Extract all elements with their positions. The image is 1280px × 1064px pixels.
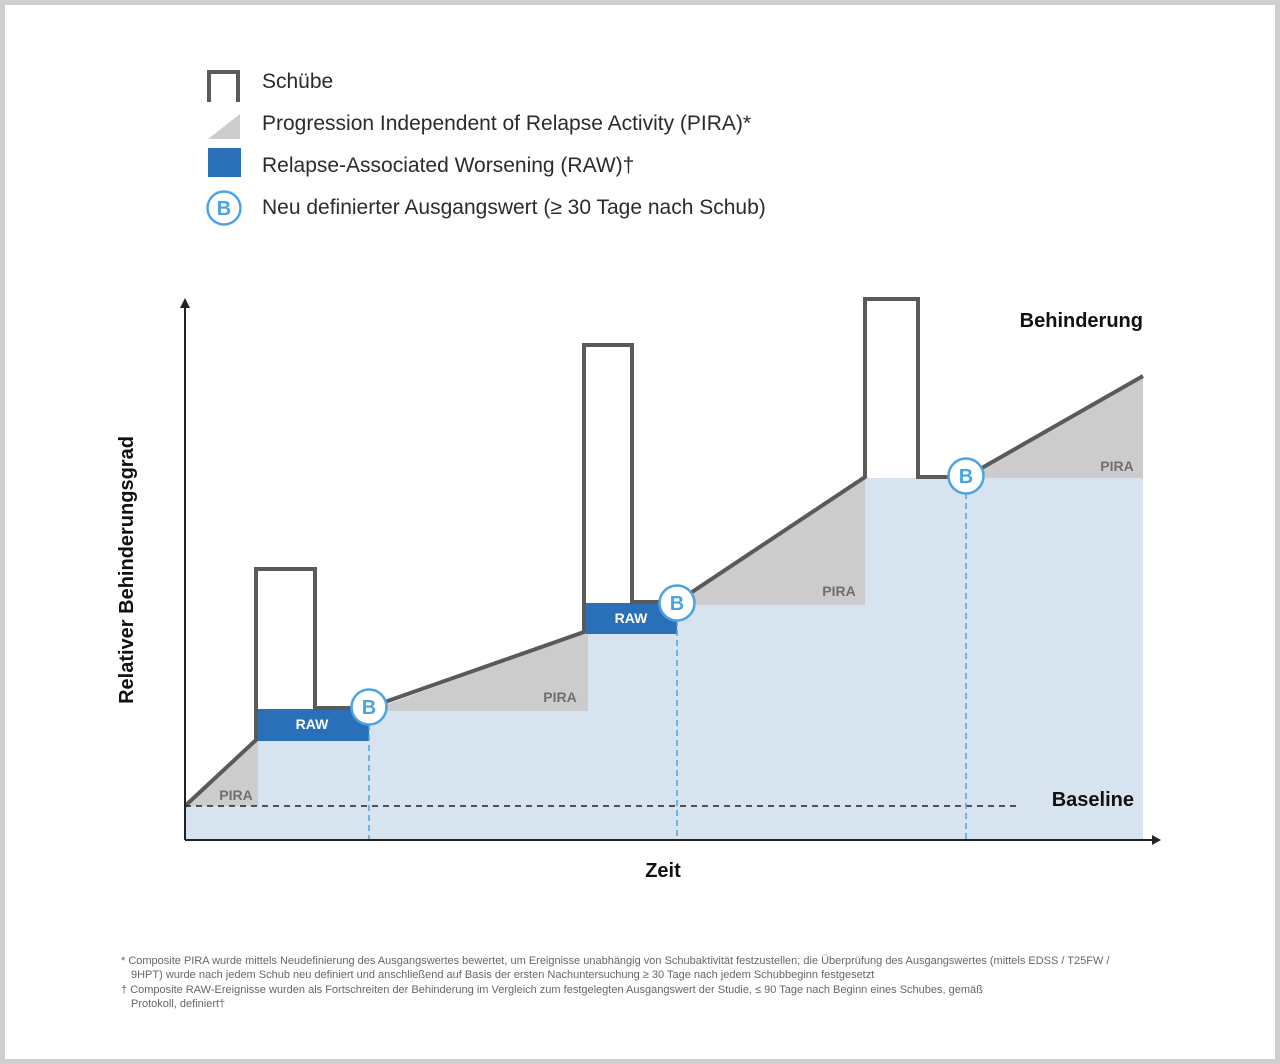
b-marker-1: B xyxy=(350,688,388,726)
x-axis-title: Zeit xyxy=(645,860,681,882)
disability-diagram: Schübe Progression Independent of Relaps… xyxy=(116,70,1161,1010)
footnote-1-line-2: 9HPT) wurde nach jedem Schub neu definie… xyxy=(131,969,874,981)
footnote-2-line-1: † Composite RAW-Ereignisse wurden als Fo… xyxy=(121,984,983,996)
legend-raw-label: Relapse-Associated Worsening (RAW)† xyxy=(262,154,634,177)
footnotes: * Composite PIRA wurde mittels Neudefini… xyxy=(121,955,1110,1010)
pira-label-2: PIRA xyxy=(543,689,576,705)
y-axis-title: Relativer Behinderungsgrad xyxy=(116,436,138,704)
footnote-1-line-1: * Composite PIRA wurde mittels Neudefini… xyxy=(121,955,1110,967)
legend-relapses-label: Schübe xyxy=(262,70,333,93)
relapse-legend-icon xyxy=(207,70,240,102)
legend: Schübe Progression Independent of Relaps… xyxy=(206,70,766,226)
pira-label-4: PIRA xyxy=(1100,458,1133,474)
b-marker-3: B xyxy=(947,457,985,495)
pira-legend-icon xyxy=(208,114,240,139)
baseline-label: Baseline xyxy=(1052,789,1134,811)
raw-block-1 xyxy=(256,709,369,741)
baseline-area xyxy=(185,478,1143,840)
legend-pira-label: Progression Independent of Relapse Activ… xyxy=(262,112,751,135)
raw-label-2: RAW xyxy=(615,610,648,626)
pira-label-3: PIRA xyxy=(822,583,855,599)
b-legend-icon xyxy=(206,190,242,226)
legend-baseline-b-label: Neu definierter Ausgangswert (≥ 30 Tage … xyxy=(262,196,766,219)
raw-label-1: RAW xyxy=(296,716,329,732)
pira-label-1: PIRA xyxy=(219,787,252,803)
raw-legend-icon xyxy=(208,148,241,177)
b-legend-symbol: B xyxy=(217,198,231,220)
b-marker-1-label: B xyxy=(362,697,376,719)
y-axis-arrow xyxy=(180,298,190,308)
b-marker-2-label: B xyxy=(670,593,684,615)
b-marker-3-label: B xyxy=(959,466,973,488)
disability-label: Behinderung xyxy=(1020,310,1143,332)
x-axis-arrow xyxy=(1152,835,1161,845)
b-marker-2: B xyxy=(658,584,696,622)
figure-frame: Schübe Progression Independent of Relaps… xyxy=(5,5,1275,1059)
disability-curve xyxy=(183,297,1144,808)
footnote-2-line-2: Protokoll, definiert† xyxy=(131,998,225,1010)
